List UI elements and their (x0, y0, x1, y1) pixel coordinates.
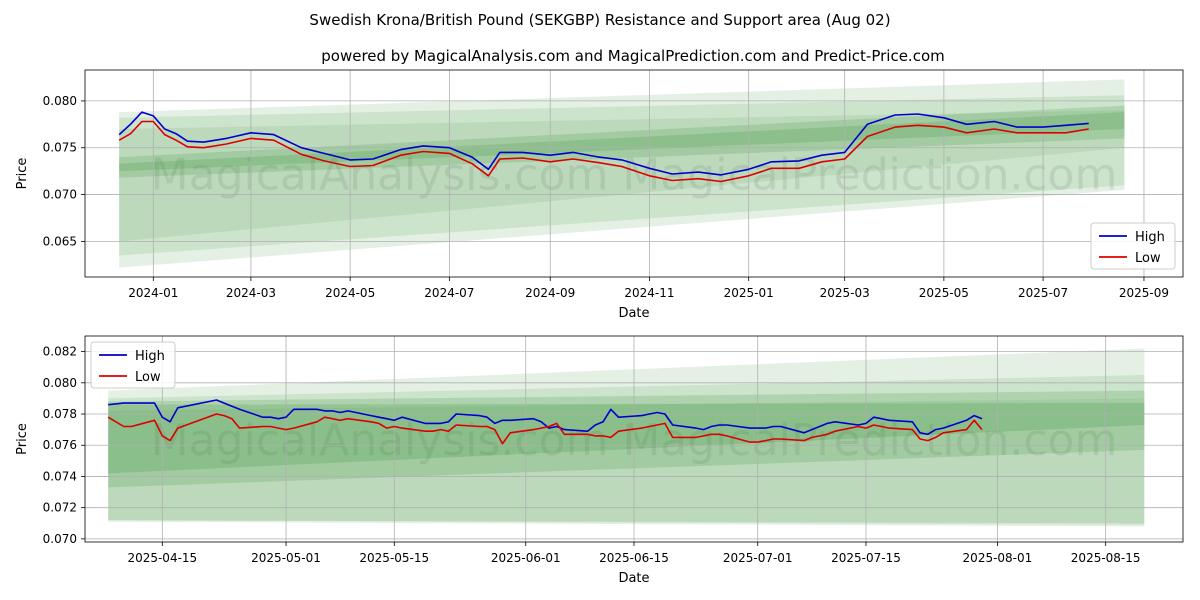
support-band-4 (108, 398, 1145, 525)
series-line-low (107, 413, 983, 445)
y-axis-label: Price (15, 158, 30, 190)
series-line-low (118, 120, 1089, 183)
legend: High Low (90, 341, 176, 389)
y-tick-label: 0.080 (43, 376, 77, 390)
series-group (118, 111, 1089, 183)
x-axis-label: Date (618, 306, 649, 321)
band-group (119, 79, 1125, 268)
y-tick-label: 0.078 (43, 407, 77, 421)
legend-label-high: High (135, 349, 165, 364)
x-tick-label: 2025-04-15 (127, 551, 197, 565)
y-tick-label: 0.065 (43, 234, 77, 248)
x-tick-label: 2025-06-01 (491, 551, 561, 565)
x-axis-label: Date (618, 571, 649, 586)
support-band-0 (119, 79, 1125, 268)
x-tick-label: 2025-07 (1018, 286, 1068, 300)
legend: High Low (1090, 222, 1176, 270)
x-tick-label: 2024-01 (128, 286, 178, 300)
y-tick-label: 0.074 (43, 469, 77, 483)
y-tick-label: 0.075 (43, 141, 77, 155)
y-tick-label: 0.082 (43, 345, 77, 359)
x-tick-label: 2024-07 (424, 286, 474, 300)
x-tick-label: 2025-05 (919, 286, 969, 300)
series-line-high (108, 399, 983, 436)
bottom-panel: MagicalAnalysis.com MagicalPrediction.co… (15, 335, 1184, 586)
chart-title: Swedish Krona/British Pound (SEKGBP) Res… (309, 11, 890, 29)
legend-label-high: High (1135, 230, 1165, 245)
x-tick-label: 2025-06-15 (599, 551, 669, 565)
support-band-1 (108, 375, 1145, 524)
support-band-3 (119, 112, 1125, 172)
x-tick-label: 2025-08-15 (1071, 551, 1141, 565)
plot-frame (84, 335, 1184, 543)
x-tick-label: 2025-01 (724, 286, 774, 300)
y-tick-label: 0.080 (43, 94, 77, 108)
top-panel: MagicalAnalysis.com MagicalPrediction.co… (15, 69, 1184, 321)
x-tick-label: 2025-08-01 (963, 551, 1033, 565)
y-tick-label: 0.070 (43, 188, 77, 202)
y-tick-label: 0.072 (43, 501, 77, 515)
legend-label-low: Low (135, 370, 161, 385)
x-tick-label: 2024-05 (325, 286, 375, 300)
x-tick-label: 2024-03 (226, 286, 276, 300)
y-tick-label: 0.070 (43, 532, 77, 546)
x-tick-label: 2025-07-01 (723, 551, 793, 565)
band-group (108, 348, 1145, 527)
x-tick-label: 2024-11 (624, 286, 674, 300)
x-tick-label: 2024-09 (525, 286, 575, 300)
plot-frame (84, 69, 1184, 278)
series-group (107, 399, 983, 445)
chart-subtitle: powered by MagicalAnalysis.com and Magic… (321, 47, 945, 65)
support-band-0 (108, 348, 1145, 527)
x-tick-label: 2025-03 (820, 286, 870, 300)
x-tick-label: 2025-09 (1119, 286, 1169, 300)
y-tick-label: 0.076 (43, 438, 77, 452)
y-axis-label: Price (15, 423, 30, 455)
x-tick-label: 2025-07-15 (831, 551, 901, 565)
support-band-4 (119, 110, 1125, 242)
legend-label-low: Low (1135, 251, 1161, 266)
x-tick-label: 2025-05-15 (359, 551, 429, 565)
series-line-high (118, 111, 1089, 176)
x-tick-label: 2025-05-01 (251, 551, 321, 565)
